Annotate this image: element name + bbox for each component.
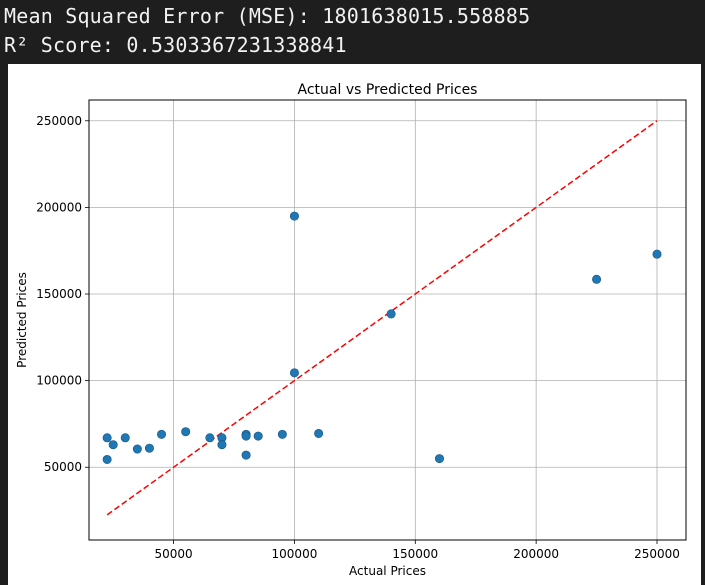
scatter-chart: 50000 100000 150000 200000 250000 50000 100000… xyxy=(15,82,687,578)
x-tick-label: 200000 xyxy=(513,547,559,561)
data-point xyxy=(132,444,142,454)
data-point xyxy=(386,309,396,319)
plot-frame xyxy=(88,99,687,541)
x-tick-label: 100000 xyxy=(272,547,318,561)
reference-line xyxy=(106,120,658,516)
y-tick-label: 200000 xyxy=(36,200,82,214)
x-tick-label: 50000 xyxy=(155,547,193,561)
y-tick-label: 50000 xyxy=(44,460,82,474)
data-point xyxy=(102,433,112,443)
x-axis-label: Actual Prices xyxy=(349,564,426,578)
data-point xyxy=(157,429,167,439)
x-tick-label: 250000 xyxy=(634,547,680,561)
data-point xyxy=(652,249,662,259)
reference-line-layer xyxy=(106,120,658,516)
data-point xyxy=(289,368,299,378)
points-layer xyxy=(102,211,662,464)
mse-output-line: Mean Squared Error (MSE): 1801638015.558… xyxy=(4,4,531,28)
data-point xyxy=(592,274,602,284)
data-point xyxy=(253,431,263,441)
plot-figure: 50000 100000 150000 200000 250000 50000 100000… xyxy=(8,64,701,585)
console-output: Mean Squared Error (MSE): 1801638015.558… xyxy=(0,0,705,64)
chart-title: Actual vs Predicted Prices xyxy=(298,82,478,98)
data-point xyxy=(289,211,299,221)
data-point xyxy=(144,443,154,453)
y-axis-label: Predicted Prices xyxy=(15,272,29,368)
data-point xyxy=(217,440,227,450)
ticks-layer: 50000 100000 150000 200000 250000 50000 100000… xyxy=(36,114,680,561)
y-tick-label: 150000 xyxy=(36,287,82,301)
grid-layer xyxy=(89,100,686,540)
data-point xyxy=(241,450,251,460)
x-tick-label: 150000 xyxy=(392,547,438,561)
data-point xyxy=(102,454,112,464)
data-point xyxy=(181,427,191,437)
data-point xyxy=(120,433,130,443)
data-point xyxy=(241,431,251,441)
y-tick-label: 250000 xyxy=(36,114,82,128)
data-point xyxy=(434,454,444,464)
y-tick-label: 100000 xyxy=(36,374,82,388)
data-point xyxy=(314,428,324,438)
data-point xyxy=(108,440,118,450)
data-point xyxy=(205,433,215,443)
data-point xyxy=(277,429,287,439)
r2-output-line: R² Score: 0.5303367231338841 xyxy=(4,33,347,57)
